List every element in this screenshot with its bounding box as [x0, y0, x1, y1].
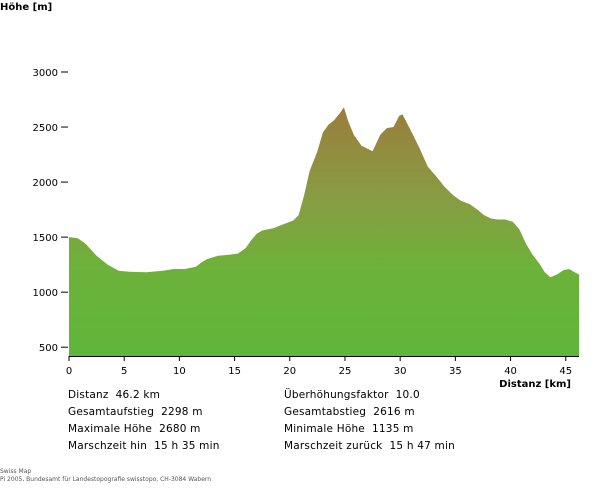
x-tick-label: 20	[283, 366, 296, 377]
x-tick-label: 45	[559, 366, 572, 377]
stat-total-descent: Gesamtabstieg 2616 m	[284, 406, 415, 418]
y-tick-label: 2000	[33, 178, 58, 189]
x-tick-label: 0	[66, 366, 72, 377]
stat-value: 10.0	[395, 389, 420, 401]
stat-label: Marschzeit hin	[68, 440, 148, 452]
x-tick-label: 15	[228, 366, 241, 377]
stat-label: Maximale Höhe	[68, 423, 153, 435]
stat-value: 15 h 35 min	[154, 440, 220, 452]
stat-value: 2680 m	[159, 423, 201, 435]
y-tick-label: 1000	[33, 288, 58, 299]
y-tick-label: 500	[39, 343, 58, 354]
stat-label: Überhöhungsfaktor	[284, 389, 389, 401]
y-axis-label: Höhe [m]	[0, 2, 52, 13]
x-tick-label: 25	[339, 366, 352, 377]
x-tick-label: 30	[394, 366, 407, 377]
y-tick-label: 1500	[33, 233, 58, 244]
stat-exaggeration: Überhöhungsfaktor 10.0	[284, 389, 420, 401]
stat-value: 46.2 km	[115, 389, 161, 401]
stat-label: Marschzeit zurück	[284, 440, 383, 452]
x-tick-label: 35	[449, 366, 462, 377]
stat-distance: Distanz 46.2 km	[68, 389, 160, 401]
stat-value: 2616 m	[373, 406, 415, 418]
stat-max-height: Maximale Höhe 2680 m	[68, 423, 201, 435]
stat-min-height: Minimale Höhe 1135 m	[284, 423, 414, 435]
stat-total-ascent: Gesamtaufstieg 2298 m	[68, 406, 203, 418]
stat-label: Gesamtabstieg	[284, 406, 367, 418]
x-tick-label: 40	[504, 366, 517, 377]
x-tick-label: 5	[121, 366, 127, 377]
x-tick-label: 10	[173, 366, 186, 377]
stat-label: Distanz	[68, 389, 109, 401]
y-tick-label: 2500	[33, 123, 58, 134]
x-axis-label: Distanz [km]	[499, 379, 571, 390]
y-tick-label: 3000	[33, 68, 58, 79]
stat-label: Minimale Höhe	[284, 423, 365, 435]
stat-value: 15 h 47 min	[389, 440, 455, 452]
footer-line-2: Pi 2005, Bundesamt für Landestopografie …	[0, 476, 212, 483]
stat-value: 2298 m	[161, 406, 203, 418]
footer-line-1: Swiss Map	[0, 468, 32, 475]
stat-march-time-out: Marschzeit hin 15 h 35 min	[68, 440, 220, 452]
stat-label: Gesamtaufstieg	[68, 406, 155, 418]
stat-value: 1135 m	[372, 423, 414, 435]
stat-march-time-back: Marschzeit zurück 15 h 47 min	[284, 440, 455, 452]
copyright-footer: Swiss Map Pi 2005, Bundesamt für Landest…	[0, 468, 211, 484]
elevation-area	[69, 107, 579, 356]
